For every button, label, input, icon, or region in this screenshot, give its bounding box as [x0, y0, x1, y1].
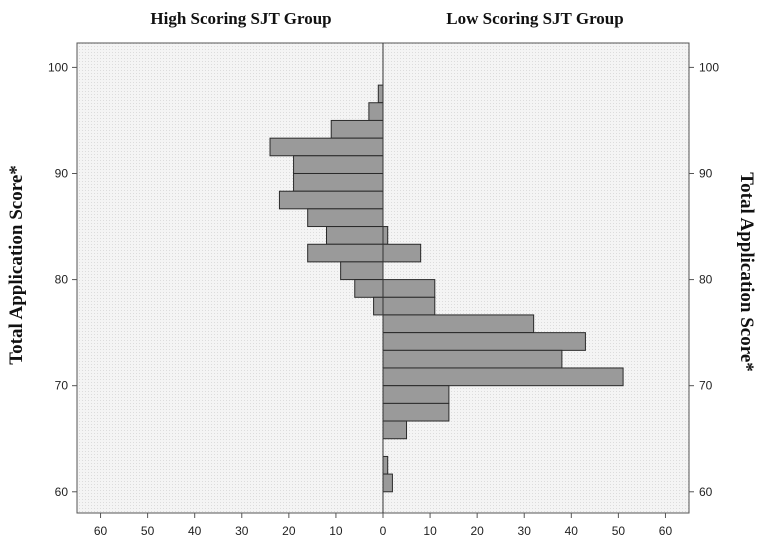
x-tick-label: 10 — [423, 524, 437, 538]
y-tick-label-right: 60 — [699, 485, 713, 499]
right-bar — [382, 279, 436, 298]
left-bar — [293, 172, 384, 192]
right-bar — [382, 314, 535, 334]
y-tick-label-left: 60 — [55, 485, 69, 499]
x-tick-label: 40 — [188, 524, 202, 538]
x-tick-label: 50 — [141, 524, 155, 538]
right-bar — [382, 402, 450, 422]
left-bar — [307, 208, 384, 228]
y-tick-label-right: 80 — [699, 273, 713, 287]
y-tick-label-left: 70 — [55, 379, 69, 393]
right-bar — [382, 385, 450, 404]
right-bar — [382, 296, 436, 316]
left-bar — [373, 296, 384, 316]
x-tick-label: 20 — [470, 524, 484, 538]
x-tick-label: 40 — [565, 524, 579, 538]
right-bar — [382, 349, 563, 369]
left-group-title: High Scoring SJT Group — [150, 9, 331, 28]
y-tick-label-right: 100 — [699, 60, 719, 74]
left-bar — [293, 155, 384, 174]
left-bar — [307, 243, 384, 263]
x-tick-label: 30 — [518, 524, 532, 538]
left-bar — [326, 226, 384, 245]
right-bar — [382, 226, 389, 245]
x-tick-label: 10 — [329, 524, 343, 538]
y-tick-label-right: 70 — [699, 379, 713, 393]
y-tick-label-left: 90 — [55, 166, 69, 180]
x-tick-label: 30 — [235, 524, 249, 538]
right-bar — [382, 243, 422, 263]
y-tick-label-left: 80 — [55, 273, 69, 287]
x-axis: 60 50 40 30 20 10 0 10 20 30 40 50 60 — [94, 513, 673, 538]
left-bar — [377, 84, 384, 104]
x-tick-label: 20 — [282, 524, 296, 538]
x-tick-label: 60 — [94, 524, 108, 538]
bars-group — [269, 84, 624, 493]
y-axis-title-right: Total Application Score* — [736, 172, 757, 372]
x-tick-label: 0 — [380, 524, 387, 538]
y-tick-label-right: 90 — [699, 166, 713, 180]
right-bar — [382, 332, 586, 351]
left-bar — [340, 261, 384, 281]
right-bar — [382, 455, 389, 475]
y-tick-label-left: 100 — [48, 60, 68, 74]
left-bar — [269, 137, 384, 157]
left-bar — [278, 190, 384, 210]
left-bar — [368, 102, 384, 121]
y-axis-right: 60 70 80 90 100 — [689, 60, 719, 499]
right-group-title: Low Scoring SJT Group — [446, 9, 623, 28]
x-tick-label: 60 — [659, 524, 673, 538]
right-bar — [382, 367, 624, 387]
x-tick-label: 50 — [612, 524, 626, 538]
y-axis-title-left: Total Application Score* — [6, 165, 27, 365]
left-bar — [354, 279, 384, 298]
right-bar — [382, 420, 408, 440]
right-bar — [382, 473, 393, 493]
left-bar — [330, 119, 384, 139]
y-axis-left: 60 70 80 90 100 — [48, 60, 77, 499]
